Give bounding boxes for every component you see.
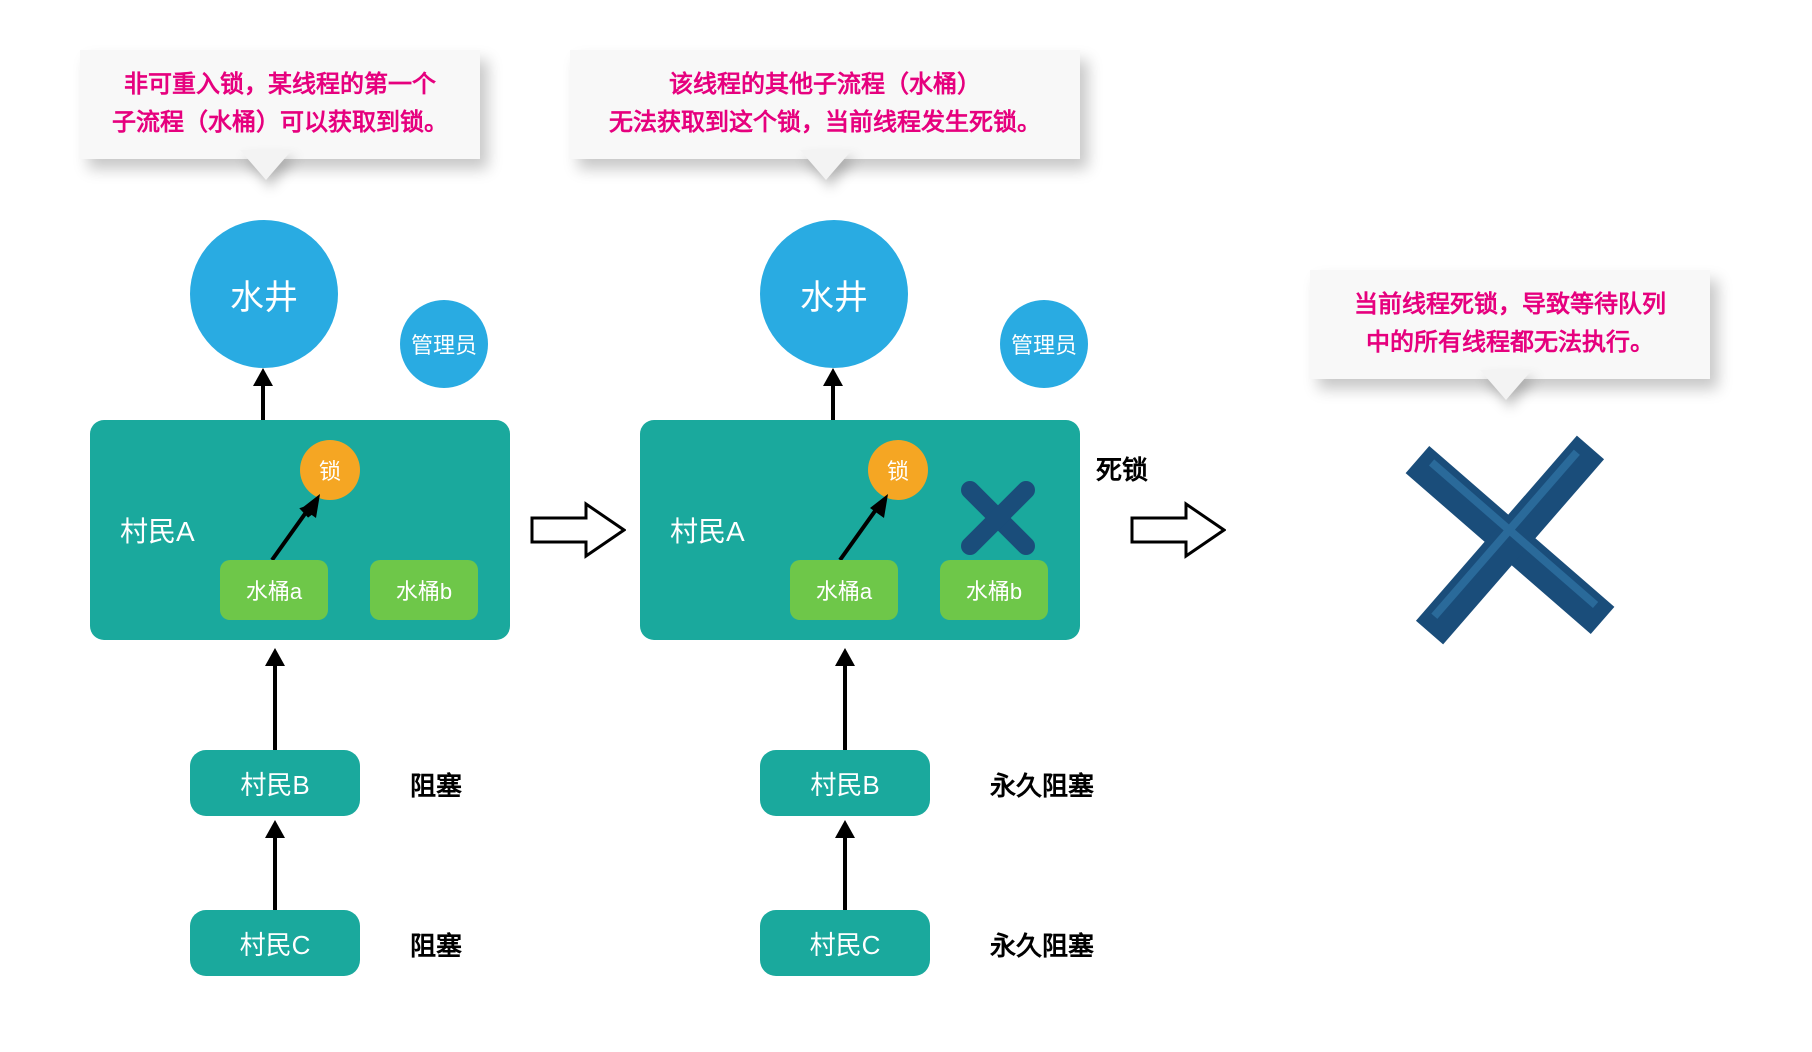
panel2-arrow-ab-line bbox=[843, 664, 847, 750]
panel2-bucket-a-label: 水桶a bbox=[816, 574, 872, 606]
callout-2-tail-icon bbox=[800, 150, 852, 180]
callout-3: 当前线程死锁，导致等待队列 中的所有线程都无法执行。 bbox=[1310, 270, 1710, 379]
callout-1-line1: 非可重入锁，某线程的第一个 bbox=[104, 66, 456, 104]
panel1-label-blocked-c: 阻塞 bbox=[410, 926, 462, 963]
panel2-villager-b-pill: 村民B bbox=[760, 750, 930, 816]
panel2-villager-a-label: 村民A bbox=[670, 510, 745, 550]
panel1-villager-c-label: 村民C bbox=[240, 925, 311, 962]
outline-arrow-2-icon bbox=[1130, 500, 1226, 560]
panel1-admin-node: 管理员 bbox=[400, 300, 488, 388]
panel1-arrow-lock-icon bbox=[262, 490, 332, 566]
panel1-villager-a-label: 村民A bbox=[120, 510, 195, 550]
panel1-bucket-b-label: 水桶b bbox=[396, 574, 452, 606]
panel1-bucket-a: 水桶a bbox=[220, 560, 328, 620]
panel1-well-node: 水井 bbox=[190, 220, 338, 368]
panel1-arrow-ab-line bbox=[273, 664, 277, 750]
callout-1-tail-icon bbox=[240, 150, 292, 180]
callout-3-tail-icon bbox=[1480, 370, 1532, 400]
outline-arrow-1-icon bbox=[530, 500, 626, 560]
panel1-villager-b-label: 村民B bbox=[240, 765, 309, 802]
panel2-arrow-lock-icon bbox=[830, 490, 900, 566]
panel2-arrow-well-line bbox=[831, 384, 835, 420]
panel2-arrow-bc-line bbox=[843, 836, 847, 910]
panel1-bucket-b: 水桶b bbox=[370, 560, 478, 620]
callout-3-line1: 当前线程死锁，导致等待队列 bbox=[1334, 286, 1686, 324]
callout-2-line1: 该线程的其他子流程（水桶） bbox=[594, 66, 1056, 104]
panel2-well-node: 水井 bbox=[760, 220, 908, 368]
panel2-bucket-b-label: 水桶b bbox=[966, 574, 1022, 606]
panel1-villager-b-pill: 村民B bbox=[190, 750, 360, 816]
panel1-arrow-well-line bbox=[261, 384, 265, 420]
panel1-bucket-a-label: 水桶a bbox=[246, 574, 302, 606]
panel1-lock-label: 锁 bbox=[319, 454, 341, 486]
callout-2-line2: 无法获取到这个锁，当前线程发生死锁。 bbox=[594, 104, 1056, 142]
panel2-lock-label: 锁 bbox=[887, 454, 909, 486]
panel2-admin-node: 管理员 bbox=[1000, 300, 1088, 388]
panel2-bucket-a: 水桶a bbox=[790, 560, 898, 620]
panel1-well-label: 水井 bbox=[230, 270, 298, 319]
callout-3-line2: 中的所有线程都无法执行。 bbox=[1334, 324, 1686, 362]
callout-1-line2: 子流程（水桶）可以获取到锁。 bbox=[104, 104, 456, 142]
panel1-arrow-bc-line bbox=[273, 836, 277, 910]
big-x-icon bbox=[1400, 430, 1620, 650]
callout-2: 该线程的其他子流程（水桶） 无法获取到这个锁，当前线程发生死锁。 bbox=[570, 50, 1080, 159]
panel2-well-label: 水井 bbox=[800, 270, 868, 319]
panel1-label-blocked-b: 阻塞 bbox=[410, 766, 462, 803]
panel1-admin-label: 管理员 bbox=[411, 328, 477, 360]
panel2-admin-label: 管理员 bbox=[1011, 328, 1077, 360]
panel2-villager-c-pill: 村民C bbox=[760, 910, 930, 976]
panel2-bucket-b: 水桶b bbox=[940, 560, 1048, 620]
panel2-villager-b-label: 村民B bbox=[810, 765, 879, 802]
panel2-villager-c-label: 村民C bbox=[810, 925, 881, 962]
panel2-label-blocked-c: 永久阻塞 bbox=[990, 926, 1094, 963]
panel2-deadlock-label: 死锁 bbox=[1096, 450, 1148, 487]
panel2-small-x-icon bbox=[958, 478, 1038, 558]
panel1-villager-c-pill: 村民C bbox=[190, 910, 360, 976]
panel2-label-blocked-b: 永久阻塞 bbox=[990, 766, 1094, 803]
callout-1: 非可重入锁，某线程的第一个 子流程（水桶）可以获取到锁。 bbox=[80, 50, 480, 159]
